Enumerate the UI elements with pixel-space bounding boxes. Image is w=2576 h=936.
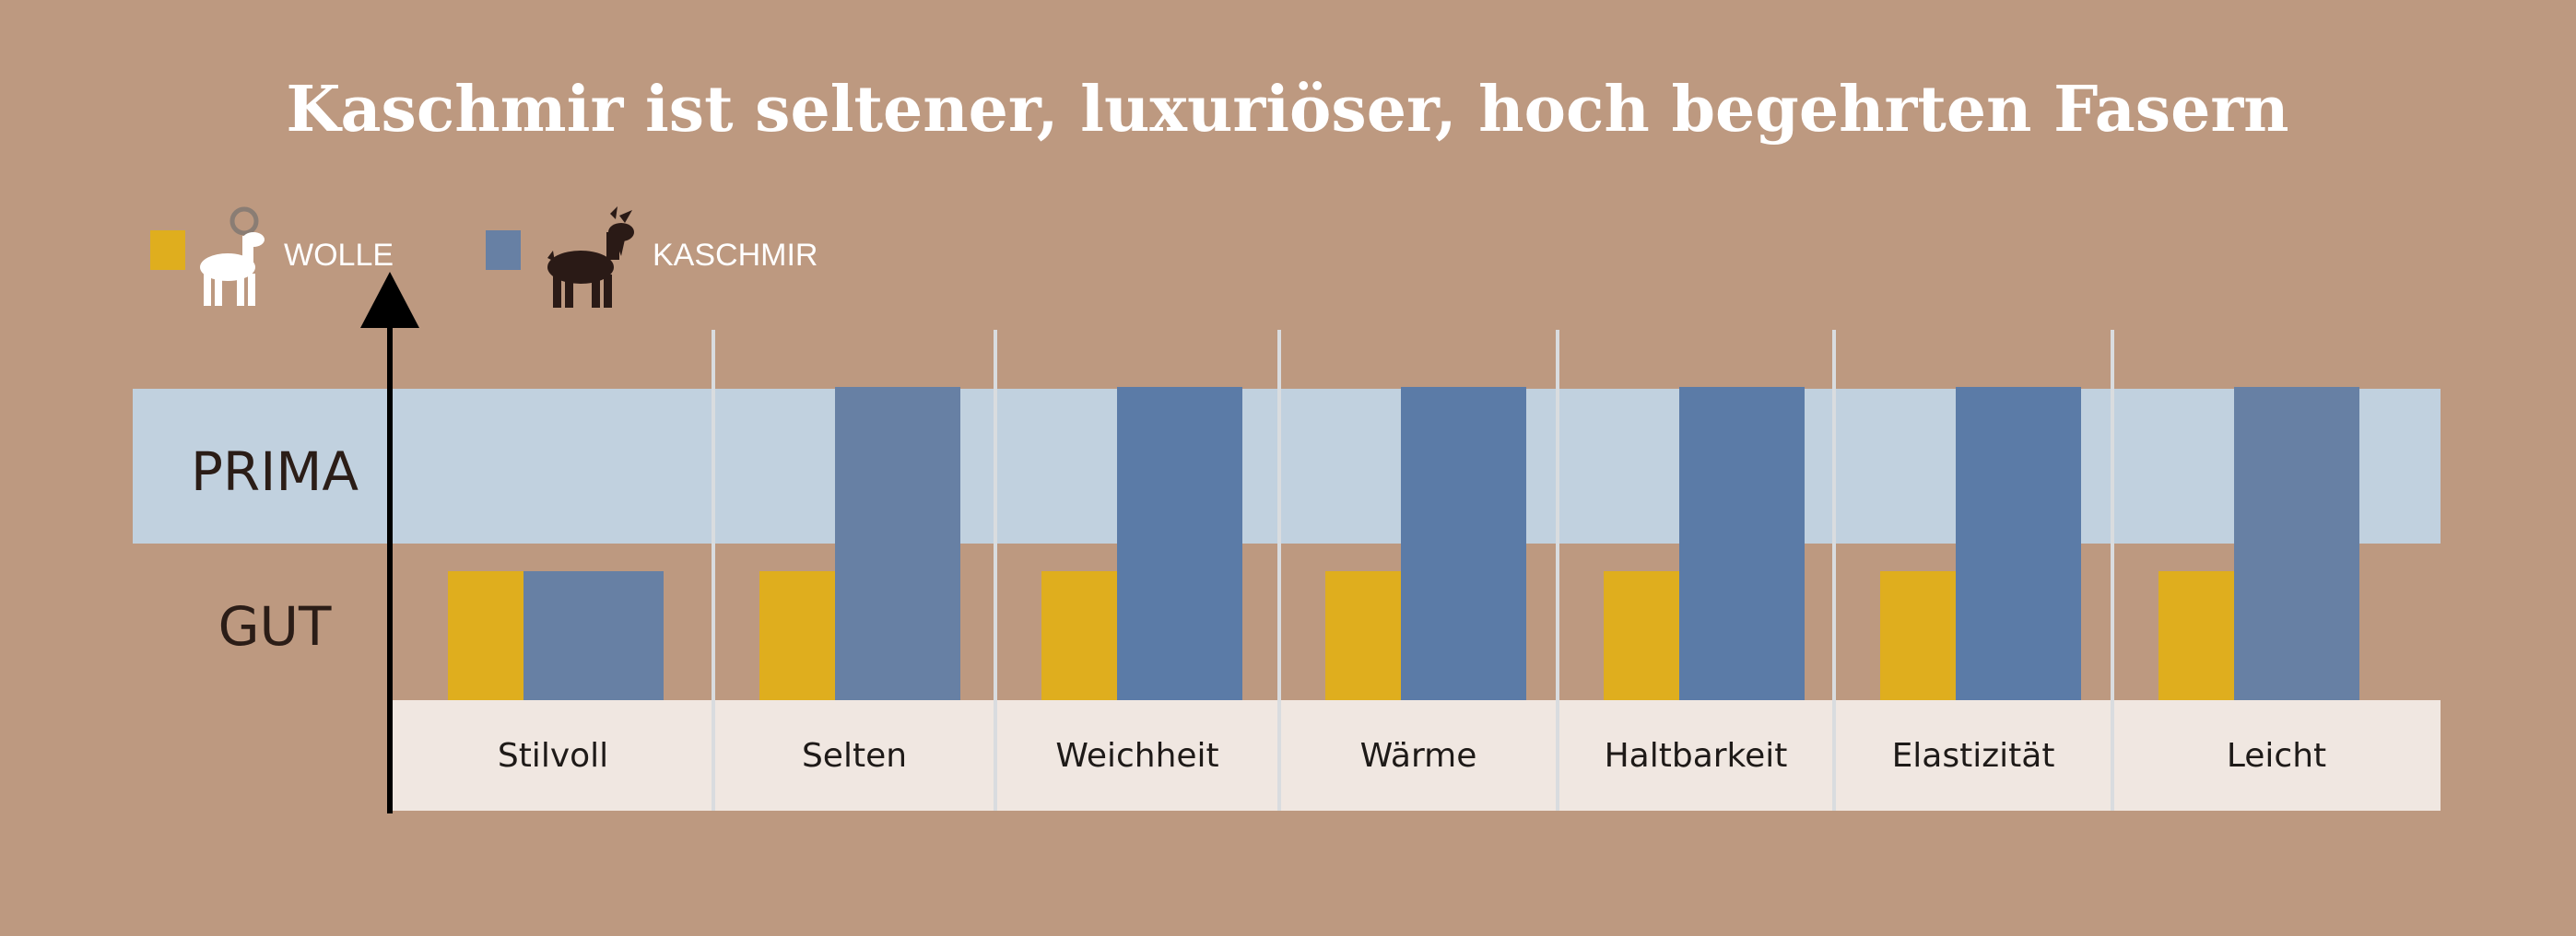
column-divider: [712, 330, 715, 811]
legend: WOLLE KASCHMIR: [150, 206, 817, 308]
chart-title: Kaschmir ist seltener, luxuriöser, hoch …: [286, 73, 2288, 146]
goat-icon: [547, 206, 634, 308]
y-axis: [360, 272, 419, 813]
category-label-4: Haltbarkeit: [1605, 737, 1788, 775]
legend-swatch-kaschmir: [486, 230, 521, 270]
bar-wolle-6: [2158, 571, 2234, 700]
bar-kaschmir-0: [523, 571, 664, 700]
legend-label-kaschmir: KASCHMIR: [653, 238, 817, 273]
column-divider: [1556, 330, 1559, 811]
prima-band: [133, 389, 2441, 544]
bar-kaschmir-5: [1956, 387, 2081, 700]
level-label-prima: PRIMA: [191, 440, 359, 503]
bar-kaschmir-3: [1401, 387, 1526, 700]
column-divider: [994, 330, 997, 811]
bar-wolle-4: [1604, 571, 1679, 700]
bar-kaschmir-6: [2234, 387, 2359, 700]
category-label-3: Wärme: [1360, 737, 1477, 775]
bar-kaschmir-4: [1679, 387, 1805, 700]
category-label-6: Leicht: [2227, 737, 2326, 775]
category-labels: Stilvoll Selten Weichheit Wärme Haltbarkeit E…: [498, 737, 2326, 775]
column-divider: [1277, 330, 1281, 811]
bar-kaschmir-1: [835, 387, 960, 700]
sheep-icon: [200, 206, 265, 306]
category-label-2: Weichheit: [1055, 737, 1218, 775]
legend-swatch-wolle: [150, 230, 185, 270]
column-divider: [1832, 330, 1836, 811]
bar-wolle-0: [448, 571, 523, 700]
y-axis-arrow-icon: [360, 272, 419, 328]
category-label-0: Stilvoll: [498, 737, 608, 775]
bar-wolle-2: [1041, 571, 1117, 700]
bar-wolle-1: [759, 571, 835, 700]
column-divider: [2111, 330, 2114, 811]
bar-kaschmir-2: [1117, 387, 1242, 700]
level-label-gut: GUT: [218, 595, 332, 658]
bars: [448, 387, 2359, 700]
y-axis-line: [387, 318, 393, 813]
category-band: [393, 700, 2441, 811]
legend-label-wolle: WOLLE: [284, 238, 394, 273]
dividers: [712, 330, 2114, 811]
bar-wolle-5: [1880, 571, 1956, 700]
category-label-5: Elastizität: [1892, 737, 2055, 775]
bar-wolle-3: [1325, 571, 1401, 700]
category-label-1: Selten: [802, 737, 907, 775]
